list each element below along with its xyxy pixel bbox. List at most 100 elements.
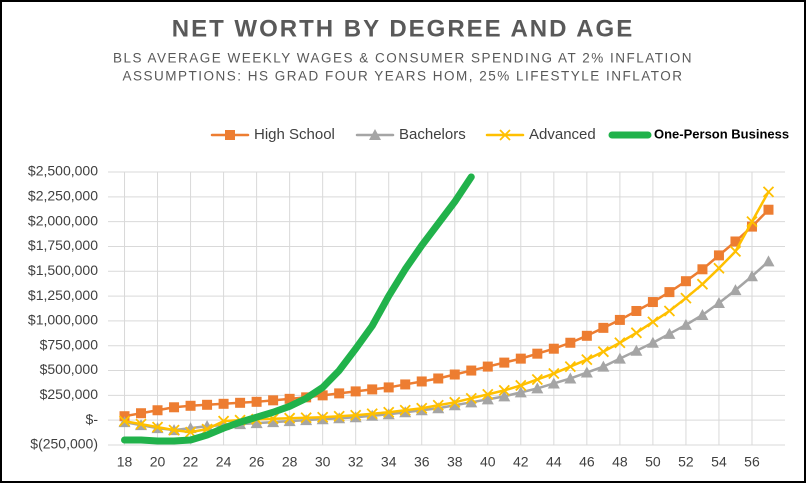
marker (564, 360, 576, 373)
marker (597, 346, 610, 358)
marker (283, 412, 296, 424)
marker (630, 344, 643, 356)
y-tick-label: $1,750,000 (28, 237, 98, 253)
y-tick-label: $2,500,000 (28, 163, 98, 179)
marker (696, 278, 709, 290)
y-tick-label: $(250,000) (30, 436, 98, 452)
legend-label: One-Person Business (654, 126, 789, 141)
marker (449, 369, 460, 380)
series-line (123, 208, 770, 418)
marker (663, 327, 676, 339)
marker (383, 406, 395, 418)
x-tick-label: 44 (546, 454, 562, 470)
x-tick-label: 24 (216, 454, 232, 470)
legend-marker (499, 129, 511, 141)
marker (664, 287, 675, 298)
marker (547, 377, 560, 389)
x-tick-label: 40 (480, 454, 496, 470)
marker (448, 399, 461, 411)
marker (514, 386, 527, 398)
x-tick-label: 56 (744, 454, 760, 470)
x-tick-label: 46 (579, 454, 595, 470)
chart-subtitle: ASSUMPTIONS: HS GRAD FOUR YEARS HOM, 25%… (122, 69, 683, 84)
y-tick-label: $- (86, 411, 99, 427)
marker (581, 330, 592, 341)
chart-subtitle: BLS AVERAGE WEEKLY WAGES & CONSUMER SPEN… (113, 51, 693, 66)
x-tick-label: 34 (381, 454, 397, 470)
marker (267, 416, 280, 428)
marker (565, 337, 576, 348)
marker (400, 379, 411, 390)
marker (729, 284, 742, 296)
marker (515, 379, 527, 392)
marker (614, 337, 626, 349)
y-tick-label: $500,000 (40, 361, 99, 377)
marker (746, 221, 757, 232)
y-tick-label: $1,250,000 (28, 287, 98, 303)
marker (713, 262, 725, 274)
marker (465, 392, 477, 404)
marker (334, 388, 345, 399)
marker (317, 411, 329, 423)
marker (350, 409, 362, 421)
marker (169, 402, 180, 413)
marker (118, 415, 131, 427)
marker (548, 367, 560, 380)
marker (646, 336, 659, 348)
marker (136, 408, 147, 419)
marker (482, 361, 493, 372)
marker (696, 308, 709, 320)
x-tick-label: 42 (513, 454, 529, 470)
x-tick-label: 54 (711, 454, 727, 470)
marker (499, 357, 510, 368)
marker (466, 365, 477, 376)
x-tick-label: 30 (315, 454, 331, 470)
marker (597, 360, 610, 372)
legend-label: High School (254, 126, 335, 143)
x-tick-label: 18 (117, 454, 133, 470)
legend-marker (225, 130, 235, 140)
marker (763, 204, 774, 215)
marker (498, 384, 510, 397)
marker (416, 376, 427, 387)
marker (532, 348, 543, 359)
y-tick-label: $2,000,000 (28, 212, 98, 228)
marker (465, 396, 478, 408)
marker (481, 393, 494, 405)
marker (531, 382, 544, 394)
y-tick-label: $2,250,000 (28, 188, 98, 204)
marker (680, 292, 692, 304)
marker (531, 373, 543, 386)
chart-title: NET WORTH BY DEGREE AND AGE (172, 15, 634, 42)
marker (300, 414, 313, 426)
marker (367, 384, 378, 395)
marker (515, 353, 526, 364)
marker (581, 353, 593, 366)
marker (548, 343, 559, 354)
x-tick-label: 52 (678, 454, 694, 470)
marker (333, 410, 345, 422)
marker (697, 264, 708, 275)
x-tick-label: 38 (447, 454, 463, 470)
marker (383, 382, 394, 393)
legend-label: Bachelors (399, 126, 466, 143)
marker (762, 186, 775, 198)
marker (663, 305, 676, 317)
marker (433, 373, 444, 384)
legend-label: Advanced (529, 126, 596, 143)
marker (647, 297, 658, 308)
marker (746, 215, 758, 228)
marker (713, 250, 724, 261)
marker (762, 255, 775, 267)
marker (712, 297, 725, 309)
x-tick-label: 32 (348, 454, 364, 470)
marker (235, 397, 246, 408)
marker (613, 352, 626, 364)
marker (251, 396, 262, 407)
series-line (121, 173, 475, 445)
legend-marker (369, 129, 381, 140)
x-tick-label: 22 (183, 454, 199, 470)
marker (564, 372, 577, 384)
series-line (123, 190, 770, 434)
